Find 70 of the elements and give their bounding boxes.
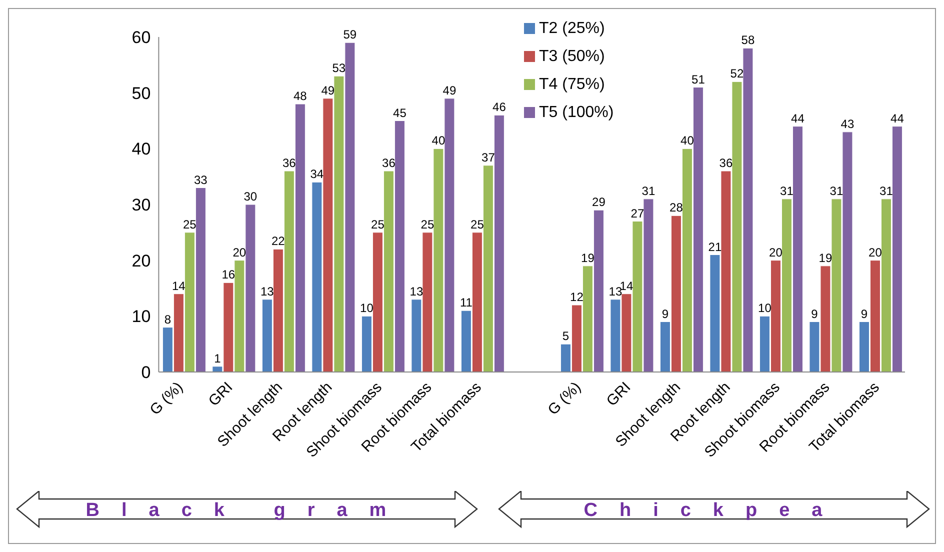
data-label: 44	[890, 111, 904, 126]
data-label: 9	[860, 306, 868, 321]
data-label: 45	[393, 106, 407, 120]
data-label: 34	[310, 167, 324, 182]
y-tick-label: 60	[132, 28, 151, 48]
data-label: 30	[244, 190, 258, 204]
data-label: 13	[260, 284, 274, 298]
data-label: 31	[830, 184, 844, 198]
data-label: 20	[232, 245, 246, 260]
y-tick-label: 30	[132, 196, 151, 215]
data-label: 22	[272, 234, 286, 248]
legend-label: T2 (25%)	[539, 20, 605, 37]
data-label: 14	[172, 278, 186, 293]
data-label: 36	[282, 156, 296, 170]
text: Black gram	[86, 500, 408, 521]
data-label: 21	[708, 240, 722, 254]
data-label: 10	[360, 301, 374, 316]
data-label: 25	[371, 217, 385, 232]
data-label: 40	[432, 134, 446, 148]
data-label: 28	[670, 200, 684, 215]
data-label: 25	[183, 217, 197, 232]
legend-label: T3 (50%)	[539, 48, 605, 65]
legend-label: T4 (75%)	[539, 76, 605, 93]
data-label: 31	[880, 184, 894, 198]
data-label: 40	[680, 134, 694, 148]
data-label: 11	[460, 296, 473, 310]
data-label: 25	[470, 217, 484, 232]
data-label: 13	[410, 284, 424, 298]
data-label: 48	[294, 89, 308, 103]
data-label: 44	[791, 111, 805, 126]
data-label: 58	[741, 33, 755, 48]
data-label: 37	[482, 150, 496, 164]
data-label: 29	[592, 195, 606, 210]
data-label: 8	[164, 312, 172, 326]
data-label: 33	[194, 172, 208, 187]
x-tick-label: GRI	[603, 378, 634, 410]
legend-label: T5 (100%)	[539, 104, 614, 121]
data-label: 9	[662, 306, 669, 321]
data-label: 52	[730, 66, 744, 81]
data-label: 43	[840, 116, 854, 131]
x-tick-label: GRI	[205, 378, 236, 410]
data-label: 36	[382, 156, 396, 170]
data-label: 49	[321, 83, 335, 98]
data-label: 19	[581, 250, 595, 265]
data-label: 25	[420, 217, 434, 232]
data-label: 46	[492, 100, 506, 114]
y-tick-label: 50	[132, 84, 151, 103]
data-label: 20	[868, 245, 882, 260]
data-label: 51	[692, 72, 706, 86]
x-tick-label: G (%)	[544, 378, 584, 419]
data-label: 20	[769, 245, 783, 260]
data-label: 1	[214, 351, 222, 366]
data-label: 27	[630, 206, 644, 220]
y-tick-label: 20	[132, 251, 151, 270]
data-label: 19	[818, 250, 832, 265]
data-label: 31	[642, 184, 656, 198]
y-tick-label: 40	[132, 140, 151, 159]
data-label: 31	[780, 184, 794, 198]
data-label: 12	[570, 290, 584, 304]
data-label: 49	[442, 83, 456, 98]
data-label: 16	[222, 268, 236, 282]
data-label: 13	[608, 284, 622, 298]
data-label: 10	[758, 301, 772, 316]
data-label: 5	[562, 329, 570, 344]
data-label: 53	[332, 61, 346, 76]
y-tick-label: 10	[132, 307, 151, 326]
data-label: 59	[343, 28, 357, 42]
data-label: 9	[811, 306, 818, 321]
data-label: 36	[719, 156, 733, 170]
text: Chickpea	[584, 500, 844, 521]
